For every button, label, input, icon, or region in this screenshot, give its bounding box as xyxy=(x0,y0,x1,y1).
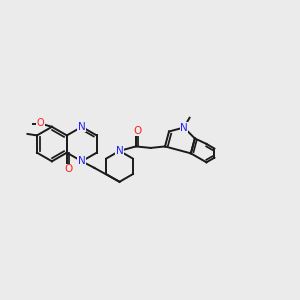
Text: N: N xyxy=(78,156,86,166)
Text: O: O xyxy=(64,164,73,174)
Text: N: N xyxy=(180,122,188,133)
Text: O: O xyxy=(37,118,44,128)
Text: N: N xyxy=(116,146,123,156)
Text: O: O xyxy=(133,126,142,136)
Text: N: N xyxy=(78,122,86,132)
